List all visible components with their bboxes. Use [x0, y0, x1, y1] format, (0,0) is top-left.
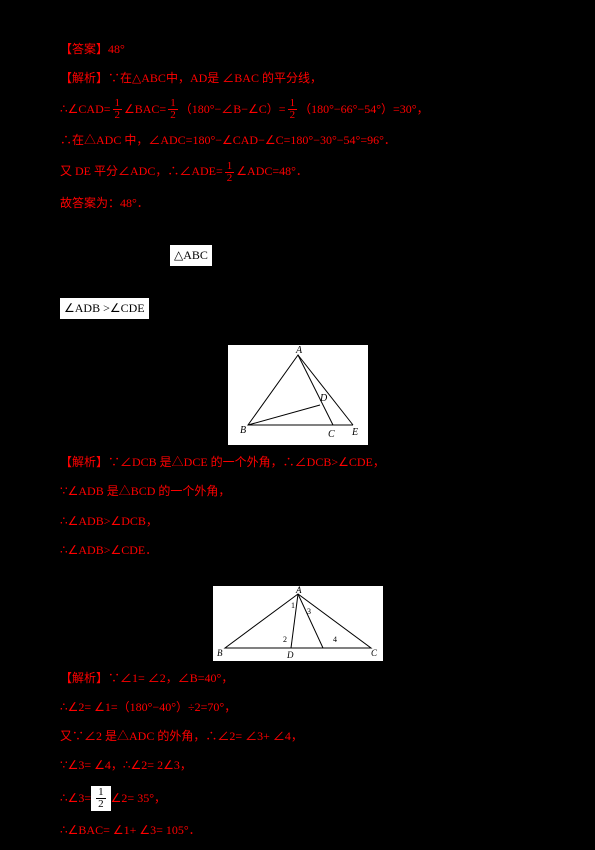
spacer [60, 570, 535, 578]
diagram-2-wrap: A B C D 1 2 3 4 [60, 586, 535, 661]
label-b: B [217, 648, 223, 658]
fraction-half: 12 [168, 98, 178, 121]
text: 故答案为：48°． [60, 194, 149, 213]
fraction-half: 12 [113, 98, 123, 121]
text: ∵在 [108, 69, 132, 88]
answer-label: 【答案】 [60, 40, 108, 59]
text: ∴在△ADC 中，∠ADC=180°−∠CAD−∠C=180°−30°−54°=… [60, 131, 396, 150]
diagram-2: A B C D 1 2 3 4 [213, 586, 383, 661]
analysis-3-line1: 【解析】∵∠1= ∠2，∠B=40°， [60, 669, 535, 688]
text-ad: AD [190, 69, 207, 88]
text: ∴∠BAC= ∠1+ ∠3= 105°． [60, 821, 201, 840]
diagram-1-wrap: A B C D E [60, 345, 535, 445]
text: ∴∠CAD= [60, 100, 111, 119]
analysis-1-line3: ∴在△ADC 中，∠ADC=180°−∠CAD−∠C=180°−30°−54°=… [60, 131, 535, 150]
label-1: 1 [291, 601, 295, 610]
label-c: C [328, 429, 335, 440]
analysis-2-line1: 【解析】∵∠DCB 是△DCE 的一个外角，∴∠DCB>∠CDE， [60, 453, 535, 472]
analysis-3-line6: ∴∠BAC= ∠1+ ∠3= 105°． [60, 821, 535, 840]
text: 又 DE 平分∠ADC，∴∠ADE= [60, 162, 223, 181]
analysis-2-line4: ∴∠ADB>∠CDE． [60, 541, 535, 560]
spacer [60, 223, 535, 245]
fraction-half: 12 [225, 161, 235, 184]
analysis-1-line5: 故答案为：48°． [60, 194, 535, 213]
analysis-1-line4: 又 DE 平分∠ADC，∴∠ADE= 12 ∠ADC=48°． [60, 161, 535, 184]
label-2: 2 [283, 635, 287, 644]
analysis-label: 【解析】 [60, 69, 108, 88]
text: 【解析】∵∠DCB 是△DCE 的一个外角，∴∠DCB>∠CDE， [60, 453, 385, 472]
page-content: 【答案】 48° 【解析】 ∵在 △ABC 中， AD 是 ∠BAC 的平分线，… [60, 40, 535, 850]
spacer [60, 329, 535, 337]
analysis-1-line2: ∴∠CAD= 12 ∠BAC= 12 （180°−∠B−∠C）= 12 （180… [60, 98, 535, 121]
fraction-half: 12 [96, 787, 106, 810]
text: 是 ∠BAC 的平分线， [207, 69, 322, 88]
triangle-abc: △ABC [132, 69, 166, 88]
fraction-half: 12 [288, 98, 298, 121]
label-4: 4 [333, 635, 337, 644]
analysis-2-line3: ∴∠ADB>∠DCB， [60, 512, 535, 531]
label-3: 3 [307, 607, 311, 616]
text: ∵∠ADB 是△BCD 的一个外角， [60, 482, 230, 501]
diagram-1: A B C D E [228, 345, 368, 445]
text: ∠2= 35°， [111, 789, 166, 808]
text: ∴∠3= [60, 789, 91, 808]
text: ∴∠ADB>∠CDE． [60, 541, 157, 560]
text: 又∵∠2 是△ADC 的外角，∴∠2= ∠3+ ∠4， [60, 727, 303, 746]
analysis-3-line4: ∵∠3= ∠4，∴∠2= 2∠3， [60, 756, 535, 775]
triangle-abc-box: △ABC [170, 245, 212, 266]
text: （180°−66°−54°）=30°， [299, 100, 429, 119]
analysis-3-line5: ∴∠3= 12 ∠2= 35°， [60, 786, 535, 811]
label-d: D [286, 650, 294, 660]
text: ∴∠2= ∠1=（180°−40°）÷2=70°， [60, 698, 236, 717]
text: ∠ADC=48°． [236, 162, 308, 181]
label-b: B [240, 425, 246, 436]
text: （180°−∠B−∠C）= [180, 100, 286, 119]
text: ∠BAC= [124, 100, 166, 119]
text: ∵∠3= ∠4，∴∠2= 2∠3， [60, 756, 192, 775]
box-line-2: ∠ADB >∠CDE [60, 298, 535, 319]
analysis-3-line3: 又∵∠2 是△ADC 的外角，∴∠2= ∠3+ ∠4， [60, 727, 535, 746]
label-a: A [295, 345, 303, 356]
text: 【解析】∵∠1= ∠2，∠B=40°， [60, 669, 233, 688]
label-c: C [371, 648, 378, 658]
answer-line: 【答案】 48° [60, 40, 535, 59]
spacer [60, 276, 535, 298]
box-line-1: △ABC [60, 245, 535, 266]
label-a: A [295, 586, 302, 595]
diagram-bg [228, 345, 368, 445]
answer-value: 48° [108, 40, 125, 59]
fraction-box: 12 [91, 786, 111, 811]
label-d: D [319, 393, 328, 404]
analysis-2-line2: ∵∠ADB 是△BCD 的一个外角， [60, 482, 535, 501]
angle-comparison-box: ∠ADB >∠CDE [60, 298, 149, 319]
label-e: E [351, 427, 358, 438]
text: ∴∠ADB>∠DCB， [60, 512, 158, 531]
analysis-3-line2: ∴∠2= ∠1=（180°−40°）÷2=70°， [60, 698, 535, 717]
analysis-1-line1: 【解析】 ∵在 △ABC 中， AD 是 ∠BAC 的平分线， [60, 69, 535, 88]
text: 中， [166, 69, 190, 88]
